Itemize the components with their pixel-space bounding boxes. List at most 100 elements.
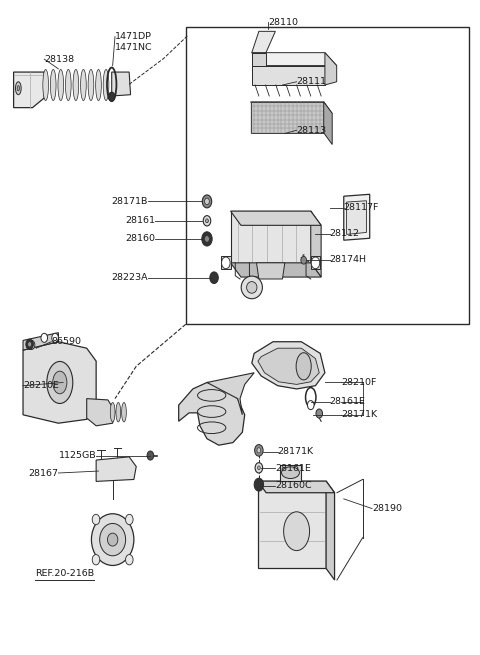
Text: 28161: 28161 bbox=[125, 216, 155, 225]
Ellipse shape bbox=[15, 82, 21, 95]
Ellipse shape bbox=[116, 403, 120, 422]
Ellipse shape bbox=[58, 69, 63, 100]
Polygon shape bbox=[23, 333, 59, 350]
Text: 28190: 28190 bbox=[372, 504, 402, 513]
Text: 28223A: 28223A bbox=[111, 273, 148, 282]
Polygon shape bbox=[252, 66, 325, 85]
Text: 1471DP: 1471DP bbox=[115, 32, 152, 41]
Text: 28210F: 28210F bbox=[341, 378, 377, 387]
Polygon shape bbox=[96, 457, 136, 481]
Ellipse shape bbox=[121, 403, 126, 422]
Polygon shape bbox=[87, 399, 115, 426]
Circle shape bbox=[316, 409, 323, 418]
Polygon shape bbox=[311, 256, 320, 269]
Text: 28117F: 28117F bbox=[344, 203, 379, 212]
Circle shape bbox=[203, 215, 211, 226]
Polygon shape bbox=[347, 200, 366, 234]
Polygon shape bbox=[326, 481, 335, 580]
Text: 28138: 28138 bbox=[44, 54, 74, 64]
Circle shape bbox=[28, 342, 32, 347]
Circle shape bbox=[254, 445, 263, 456]
Text: 28160: 28160 bbox=[125, 234, 155, 244]
Polygon shape bbox=[251, 102, 332, 113]
Text: 28171K: 28171K bbox=[278, 447, 314, 456]
Polygon shape bbox=[256, 263, 285, 279]
Circle shape bbox=[254, 478, 264, 491]
Circle shape bbox=[52, 333, 59, 343]
Text: 28167: 28167 bbox=[28, 468, 59, 477]
Ellipse shape bbox=[110, 403, 115, 422]
Circle shape bbox=[126, 514, 133, 525]
Text: 28161E: 28161E bbox=[276, 464, 311, 473]
Circle shape bbox=[108, 92, 115, 101]
Polygon shape bbox=[13, 72, 44, 107]
Ellipse shape bbox=[281, 467, 300, 479]
Ellipse shape bbox=[65, 69, 71, 100]
Text: 28174H: 28174H bbox=[330, 255, 367, 264]
Circle shape bbox=[308, 401, 314, 409]
Polygon shape bbox=[344, 195, 370, 240]
Text: 86590: 86590 bbox=[51, 337, 81, 346]
Polygon shape bbox=[230, 211, 311, 263]
Text: 28160C: 28160C bbox=[276, 481, 312, 491]
Ellipse shape bbox=[47, 362, 73, 403]
Circle shape bbox=[26, 339, 34, 350]
Polygon shape bbox=[324, 102, 332, 145]
Circle shape bbox=[147, 451, 154, 460]
Text: 28110: 28110 bbox=[268, 18, 298, 27]
Circle shape bbox=[92, 555, 100, 565]
Text: 28161E: 28161E bbox=[330, 398, 365, 406]
Circle shape bbox=[41, 333, 48, 343]
Polygon shape bbox=[221, 256, 230, 269]
Polygon shape bbox=[230, 263, 321, 277]
Polygon shape bbox=[112, 72, 131, 96]
Text: 28112: 28112 bbox=[330, 229, 360, 238]
Ellipse shape bbox=[296, 353, 311, 380]
Text: REF.20-216B: REF.20-216B bbox=[35, 569, 94, 578]
Circle shape bbox=[255, 462, 263, 473]
Polygon shape bbox=[252, 31, 276, 52]
Polygon shape bbox=[179, 383, 245, 445]
Text: 28113: 28113 bbox=[297, 126, 327, 135]
Ellipse shape bbox=[284, 512, 310, 551]
Ellipse shape bbox=[103, 69, 109, 100]
Ellipse shape bbox=[81, 69, 86, 100]
Text: 1471NC: 1471NC bbox=[115, 43, 153, 52]
Circle shape bbox=[301, 256, 307, 264]
Circle shape bbox=[257, 466, 260, 470]
Polygon shape bbox=[258, 481, 326, 569]
Polygon shape bbox=[252, 342, 325, 389]
Polygon shape bbox=[325, 52, 336, 85]
Polygon shape bbox=[311, 211, 321, 277]
Circle shape bbox=[311, 257, 320, 269]
Polygon shape bbox=[230, 211, 321, 225]
Ellipse shape bbox=[73, 69, 79, 100]
Ellipse shape bbox=[241, 276, 263, 299]
Ellipse shape bbox=[88, 69, 94, 100]
Text: 28171B: 28171B bbox=[112, 197, 148, 206]
Ellipse shape bbox=[100, 523, 126, 556]
Circle shape bbox=[28, 341, 35, 350]
Ellipse shape bbox=[17, 86, 20, 91]
Bar bbox=[186, 27, 469, 324]
Ellipse shape bbox=[43, 69, 48, 100]
Polygon shape bbox=[207, 373, 254, 415]
Ellipse shape bbox=[91, 514, 134, 565]
Polygon shape bbox=[252, 52, 336, 66]
Circle shape bbox=[92, 514, 100, 525]
Circle shape bbox=[202, 195, 212, 208]
Polygon shape bbox=[251, 102, 324, 133]
Circle shape bbox=[126, 555, 133, 565]
Ellipse shape bbox=[96, 69, 101, 100]
Text: 28111: 28111 bbox=[297, 77, 326, 86]
Polygon shape bbox=[258, 348, 319, 384]
Ellipse shape bbox=[53, 371, 67, 394]
Circle shape bbox=[204, 236, 209, 242]
Polygon shape bbox=[23, 342, 96, 423]
Circle shape bbox=[205, 219, 208, 223]
Polygon shape bbox=[280, 465, 301, 481]
Ellipse shape bbox=[50, 69, 56, 100]
Polygon shape bbox=[252, 52, 266, 66]
Circle shape bbox=[210, 272, 218, 284]
Text: f: f bbox=[302, 254, 305, 260]
